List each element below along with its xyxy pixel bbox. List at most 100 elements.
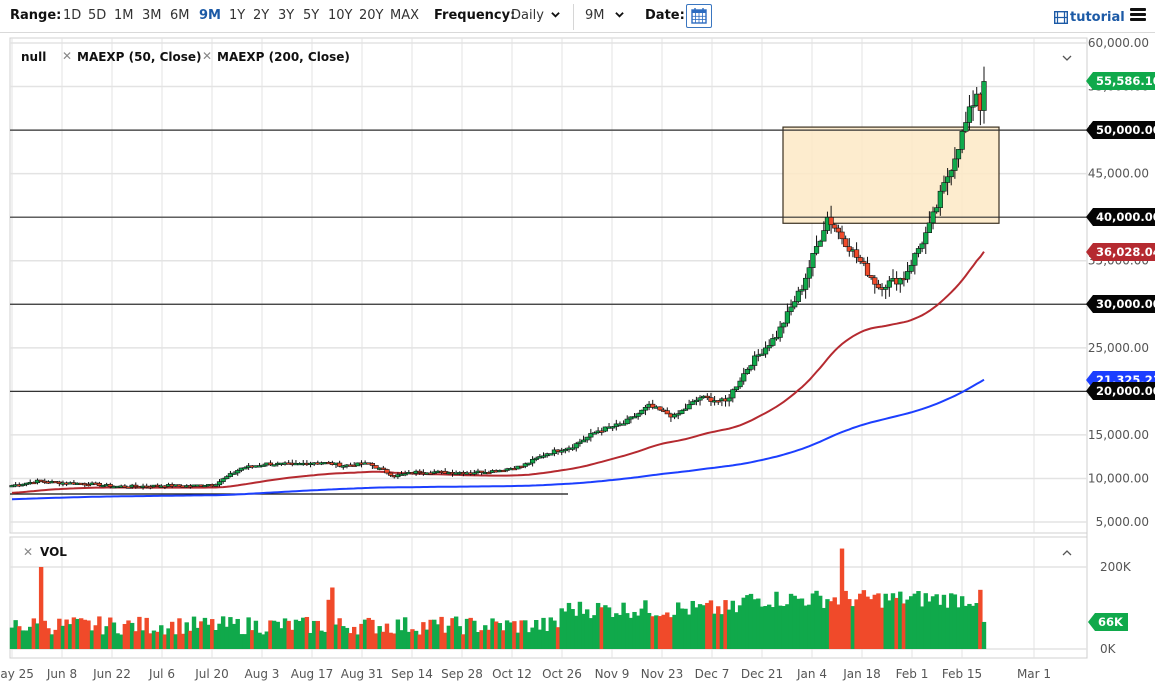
remove-study-icon[interactable]: ✕ bbox=[202, 49, 213, 63]
volume-bar bbox=[290, 629, 295, 649]
candle bbox=[697, 397, 703, 401]
range-2y-button[interactable]: 2Y bbox=[253, 8, 270, 23]
chevron-down-icon[interactable] bbox=[1061, 54, 1073, 62]
volume-bar bbox=[883, 593, 888, 649]
volume-bar bbox=[479, 630, 484, 649]
candle bbox=[955, 149, 962, 160]
volume-bar bbox=[923, 593, 928, 649]
volume-bar bbox=[552, 620, 557, 649]
volume-bar bbox=[202, 617, 208, 649]
volume-bar bbox=[504, 620, 510, 649]
volume-bar bbox=[13, 620, 18, 649]
tutorial-link[interactable]: tutorial bbox=[1054, 10, 1125, 25]
volume-bar bbox=[654, 615, 659, 649]
range-3m-button[interactable]: 3M bbox=[142, 8, 162, 23]
range-9m-button[interactable]: 9M bbox=[199, 8, 221, 23]
volume-bar bbox=[330, 587, 335, 649]
remove-study-icon[interactable]: ✕ bbox=[62, 49, 73, 63]
chevron-down-icon[interactable] bbox=[551, 10, 560, 19]
volume-bar bbox=[694, 607, 699, 649]
legend-ma200[interactable]: MAEXP (200, Close) bbox=[217, 50, 350, 64]
volume-bar bbox=[796, 598, 801, 649]
candle bbox=[941, 182, 947, 192]
volume-bar bbox=[843, 590, 848, 649]
volume-bar bbox=[122, 623, 128, 649]
volume-bar bbox=[774, 591, 779, 649]
x-axis-label: Sep 14 bbox=[391, 667, 433, 681]
volume-bar bbox=[301, 617, 306, 649]
chevron-up-icon[interactable] bbox=[1061, 549, 1073, 557]
volume-bar bbox=[220, 616, 226, 649]
volume-bar bbox=[9, 627, 15, 649]
range-6m-button[interactable]: 6M bbox=[170, 8, 190, 23]
volume-bars bbox=[9, 548, 987, 649]
candle bbox=[380, 467, 386, 470]
candle bbox=[562, 449, 568, 452]
candle bbox=[919, 243, 925, 249]
volume-bar bbox=[723, 600, 728, 649]
toolbar-divider bbox=[573, 4, 574, 30]
remove-volume-icon[interactable]: ✕ bbox=[23, 545, 34, 559]
candle bbox=[897, 278, 903, 285]
candle bbox=[832, 224, 838, 229]
volume-bar bbox=[413, 630, 419, 649]
date-picker-button[interactable] bbox=[686, 4, 712, 28]
volume-bar bbox=[71, 617, 77, 649]
volume-bar bbox=[894, 597, 899, 649]
frequency-select[interactable]: Daily bbox=[511, 8, 544, 23]
volume-bar bbox=[879, 607, 885, 649]
volume-bar bbox=[832, 597, 837, 649]
range-max-button[interactable]: MAX bbox=[390, 8, 420, 23]
volume-bar bbox=[144, 617, 149, 649]
x-axis-label: Feb 15 bbox=[942, 667, 982, 681]
volume-bar bbox=[395, 619, 401, 649]
volume-bar bbox=[850, 606, 856, 649]
volume-bar bbox=[388, 632, 393, 649]
range-5d-button[interactable]: 5D bbox=[88, 8, 107, 23]
candle bbox=[671, 414, 678, 418]
range-1y-button[interactable]: 1Y bbox=[229, 8, 246, 23]
volume-bar bbox=[173, 634, 179, 649]
candle bbox=[682, 408, 689, 411]
volume-bar bbox=[930, 596, 936, 649]
candle bbox=[781, 322, 787, 328]
y-axis-label: 60,000.00 bbox=[1088, 36, 1149, 50]
candle bbox=[599, 430, 605, 433]
volume-bar bbox=[676, 602, 681, 649]
volume-bar bbox=[541, 617, 546, 649]
volume-bar bbox=[410, 629, 415, 649]
candle bbox=[577, 441, 583, 444]
range-20y-button[interactable]: 20Y bbox=[359, 8, 384, 23]
volume-bar bbox=[126, 620, 131, 649]
candle bbox=[959, 131, 965, 150]
range-5y-button[interactable]: 5Y bbox=[303, 8, 320, 23]
candle bbox=[620, 423, 627, 426]
y-axis-label: 45,000.00 bbox=[1088, 167, 1149, 181]
main-panel-frame bbox=[9, 37, 1088, 534]
range-1d-button[interactable]: 1D bbox=[63, 8, 82, 23]
volume-bar bbox=[752, 599, 757, 649]
candle bbox=[584, 436, 590, 441]
volume-bar bbox=[402, 617, 408, 649]
volume-bar bbox=[86, 620, 91, 649]
range-10y-button[interactable]: 10Y bbox=[328, 8, 353, 23]
legend-ma50[interactable]: MAEXP (50, Close) bbox=[77, 50, 202, 64]
volume-bar bbox=[887, 600, 892, 649]
period-select[interactable]: 9M bbox=[585, 8, 605, 23]
chart-toolbar: Range: 1D 5D 1M 3M 6M 9M 1Y 2Y 3Y 5Y 10Y… bbox=[0, 0, 1155, 33]
hamburger-menu-icon[interactable] bbox=[1130, 8, 1146, 22]
volume-bar bbox=[501, 630, 506, 649]
candle bbox=[970, 105, 976, 108]
volume-bar bbox=[563, 611, 568, 649]
candle bbox=[529, 459, 536, 464]
volume-bar bbox=[100, 634, 106, 649]
chevron-down-icon[interactable] bbox=[615, 10, 624, 19]
volume-bar bbox=[854, 599, 859, 649]
range-1m-button[interactable]: 1M bbox=[114, 8, 134, 23]
range-3y-button[interactable]: 3Y bbox=[278, 8, 295, 23]
volume-bar bbox=[737, 605, 743, 649]
candle bbox=[369, 463, 376, 466]
horizontal-lines[interactable] bbox=[10, 129, 1087, 495]
volume-bar bbox=[530, 627, 535, 649]
